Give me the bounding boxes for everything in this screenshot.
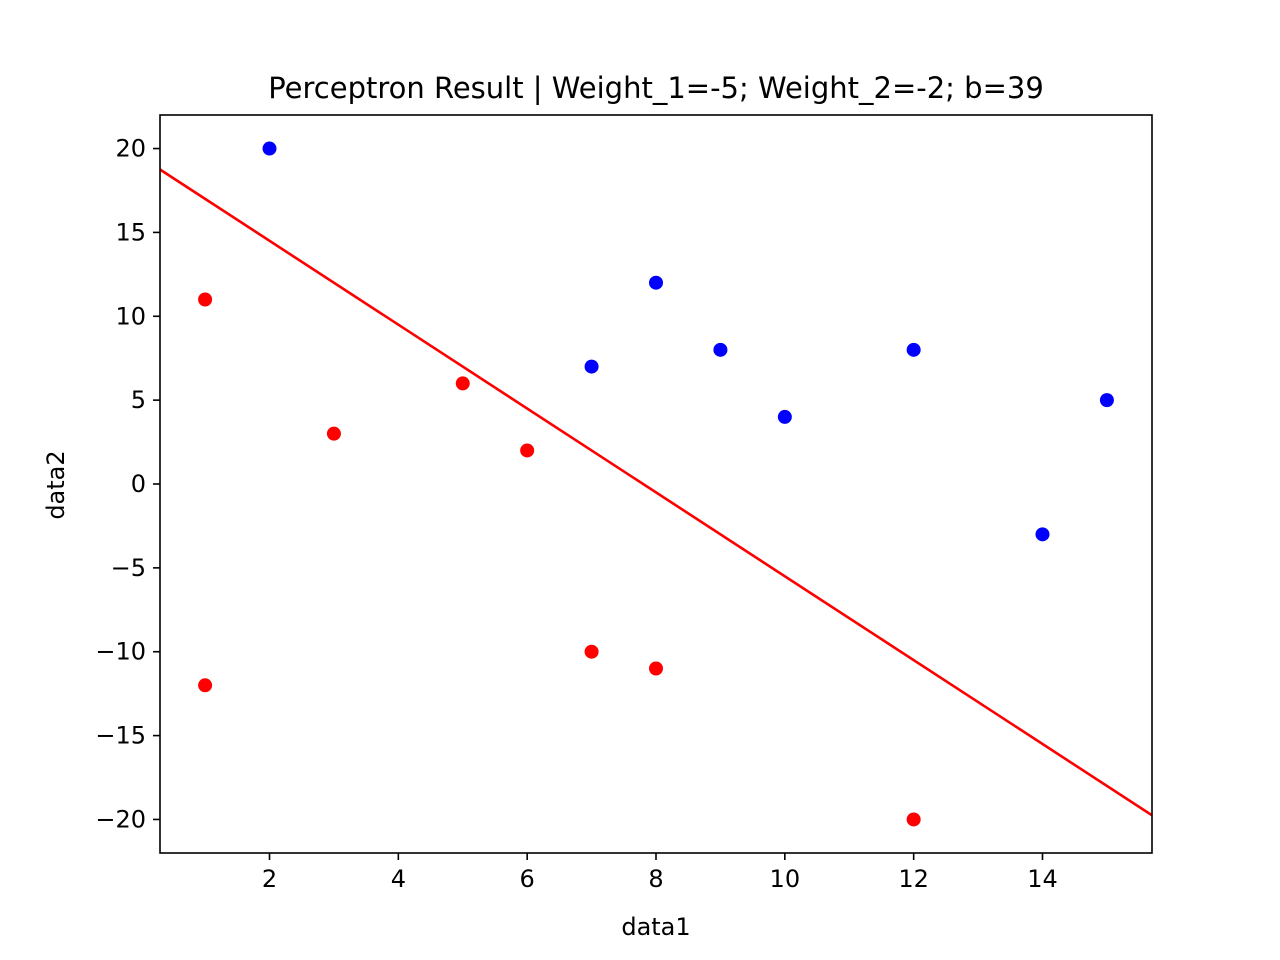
x-tick-label: 10: [770, 865, 801, 893]
decision-boundary-line: [160, 168, 1152, 817]
x-tick-label: 4: [391, 865, 406, 893]
y-axis-label: data2: [42, 450, 70, 519]
data-point-blue: [649, 275, 663, 290]
data-point-red: [584, 644, 599, 659]
y-tick-label: 20: [115, 135, 146, 163]
x-tick-label: 2: [262, 865, 277, 893]
data-point-blue: [1035, 527, 1050, 542]
y-tick-label: 15: [115, 218, 146, 246]
x-tick-label: 8: [648, 865, 663, 893]
data-point-blue: [262, 141, 277, 156]
data-point-blue: [1099, 393, 1114, 408]
data-point-red: [649, 661, 663, 676]
data-point-blue: [584, 359, 599, 374]
y-tick-label: −5: [111, 554, 146, 582]
data-point-red: [906, 812, 921, 827]
y-tick-label: −20: [95, 805, 146, 833]
x-tick-label: 12: [898, 865, 929, 893]
y-tick-label: −10: [95, 638, 146, 666]
y-tick-label: 5: [131, 386, 146, 414]
x-axis-label: data1: [621, 913, 690, 941]
x-tick-label: 6: [520, 865, 535, 893]
data-point-blue: [777, 409, 792, 424]
data-point-red: [198, 678, 213, 693]
data-point-red: [520, 443, 535, 458]
data-point-blue: [713, 342, 728, 357]
y-tick-label: 10: [115, 302, 146, 330]
data-point-red: [326, 426, 341, 441]
data-point-red: [198, 292, 213, 307]
y-tick-label: −15: [95, 722, 146, 750]
plot-area: 2 4 6 8 10 12 14 20 15 10 5 0 −5 −10 −15 −20: [95, 114, 1153, 893]
data-point-blue: [906, 342, 921, 357]
chart-title: Perceptron Result | Weight_1=-5; Weight_…: [268, 71, 1044, 105]
y-tick-label: 0: [131, 470, 146, 498]
data-point-red: [455, 376, 470, 391]
x-tick-label: 14: [1027, 865, 1058, 893]
